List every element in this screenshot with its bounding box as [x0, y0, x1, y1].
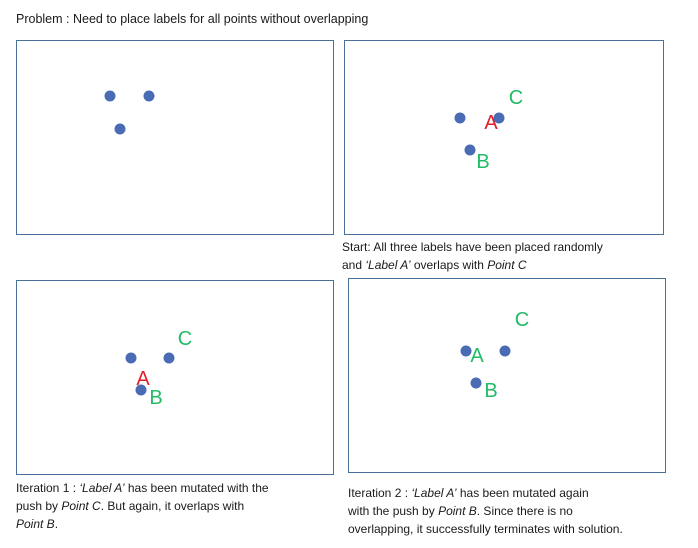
- point-c: [493, 112, 505, 124]
- caption-iteration-1: Iteration 1 : ‘Label A’ has been mutated…: [16, 481, 269, 531]
- point-a: [104, 90, 116, 102]
- label-b: B: [484, 380, 498, 402]
- label-b: B: [149, 387, 163, 409]
- label-a: A: [470, 345, 484, 367]
- panel-start: A C B: [344, 40, 664, 235]
- point-c: [499, 345, 511, 357]
- point-b: [135, 384, 147, 396]
- point-b: [470, 377, 482, 389]
- point-a: [460, 345, 472, 357]
- label-b: B: [476, 151, 490, 173]
- label-a: A: [484, 112, 498, 134]
- label-c: C: [514, 309, 530, 331]
- caption-start: Start: All three labels have been placed…: [342, 240, 603, 272]
- panel-iteration-2: A C B: [348, 278, 666, 473]
- point-b: [114, 123, 126, 135]
- point-c: [143, 90, 155, 102]
- label-c: C: [177, 328, 193, 350]
- point-b: [464, 144, 476, 156]
- panel-iteration-1: A C B: [16, 280, 334, 475]
- point-a: [125, 352, 137, 364]
- panel-problem: [16, 40, 334, 235]
- caption-iteration-2: Iteration 2 : ‘Label A’ has been mutated…: [348, 486, 623, 536]
- point-c: [163, 352, 175, 364]
- problem-title: Problem : Need to place labels for all p…: [16, 12, 369, 26]
- point-a: [454, 112, 466, 124]
- label-c: C: [508, 87, 524, 109]
- label-a: A: [136, 368, 150, 390]
